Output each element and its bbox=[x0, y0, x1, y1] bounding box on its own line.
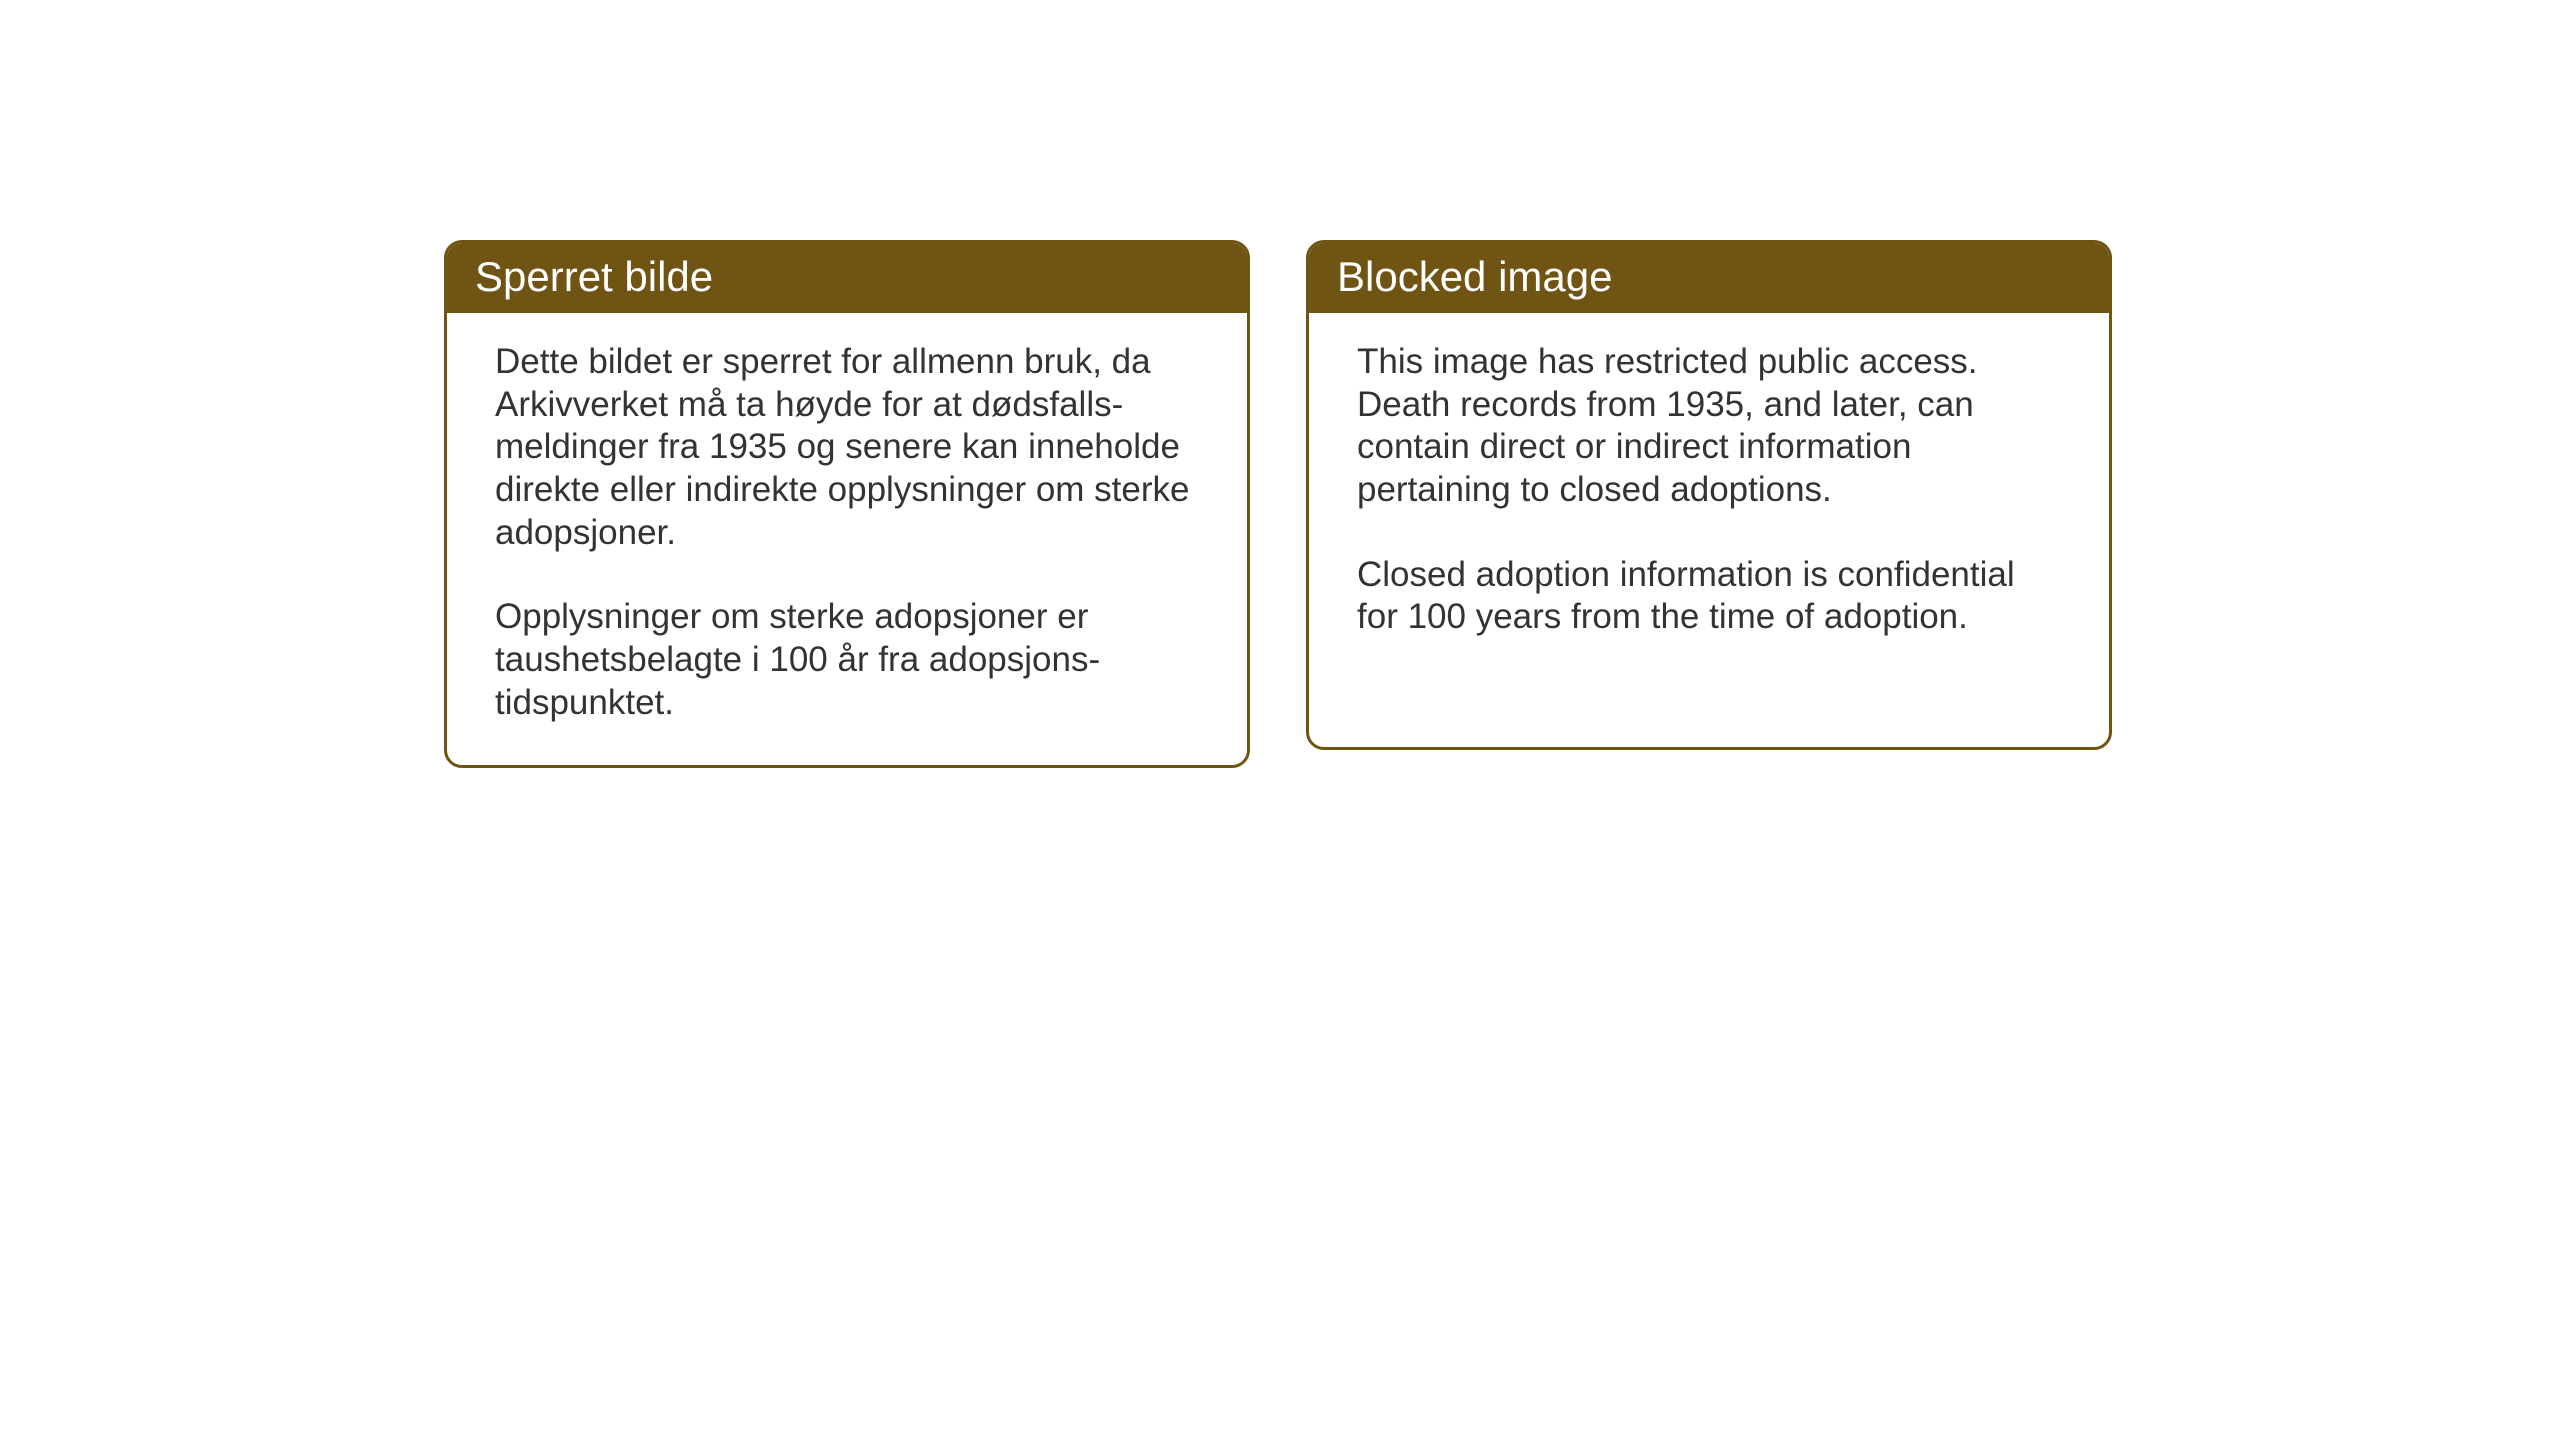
card-paragraph-2-norwegian: Opplysninger om sterke adopsjoner er tau… bbox=[495, 596, 1199, 724]
card-paragraph-1-norwegian: Dette bildet er sperret for allmenn bruk… bbox=[495, 341, 1199, 554]
card-body-english: This image has restricted public access.… bbox=[1309, 313, 2109, 679]
blocked-image-card-english: Blocked image This image has restricted … bbox=[1306, 240, 2112, 750]
card-header-norwegian: Sperret bilde bbox=[447, 243, 1247, 313]
blocked-image-card-norwegian: Sperret bilde Dette bildet er sperret fo… bbox=[444, 240, 1250, 768]
card-title-english: Blocked image bbox=[1337, 253, 1612, 300]
card-paragraph-2-english: Closed adoption information is confident… bbox=[1357, 554, 2061, 639]
card-paragraph-1-english: This image has restricted public access.… bbox=[1357, 341, 2061, 512]
card-title-norwegian: Sperret bilde bbox=[475, 253, 713, 300]
card-body-norwegian: Dette bildet er sperret for allmenn bruk… bbox=[447, 313, 1247, 765]
cards-container: Sperret bilde Dette bildet er sperret fo… bbox=[444, 240, 2112, 768]
card-header-english: Blocked image bbox=[1309, 243, 2109, 313]
